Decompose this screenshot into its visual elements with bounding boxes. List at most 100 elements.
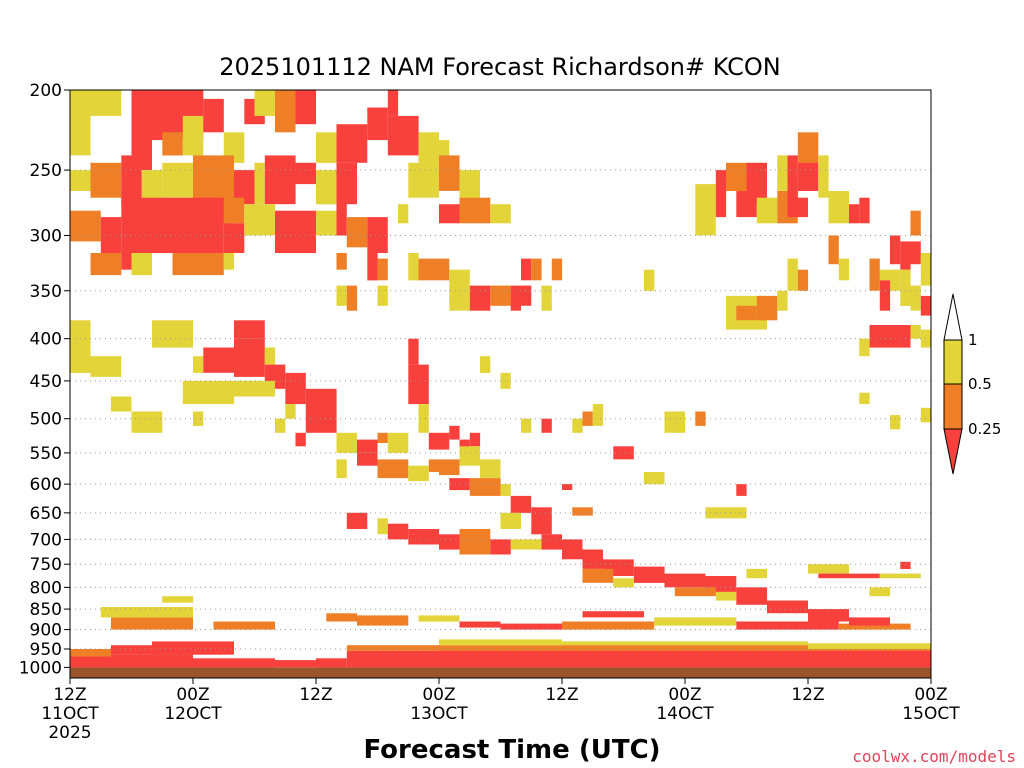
credit-link[interactable]: coolwx.com/models (852, 747, 1016, 766)
ri-cell (346, 217, 368, 248)
ri-cell (695, 184, 716, 236)
ri-cell (111, 396, 132, 412)
ri-cell (285, 404, 296, 419)
y-tick-label: 200 (30, 81, 62, 101)
ri-cell (357, 615, 409, 626)
ri-cell (900, 241, 911, 270)
ri-cell (562, 621, 655, 630)
ri-cell (367, 107, 388, 141)
ri-cell (398, 204, 409, 224)
ri-cell (316, 170, 337, 205)
colorbar-label: 1 (968, 331, 978, 349)
ri-cell (121, 155, 142, 205)
ri-cell (152, 641, 234, 655)
y-tick-label: 700 (30, 530, 62, 550)
ri-cell (439, 155, 460, 191)
ri-cell (869, 325, 911, 348)
ri-cell (70, 320, 91, 373)
ri-cell (254, 90, 275, 116)
y-tick-label: 1000 (19, 658, 62, 678)
ri-cell (879, 280, 891, 311)
x-tick-label: 12Z (53, 685, 86, 705)
ri-cell (387, 115, 419, 156)
ri-cell (90, 356, 122, 377)
ri-cell (367, 253, 378, 281)
ri-cell (336, 459, 347, 479)
ri-cell (275, 210, 316, 253)
ri-cell (818, 573, 880, 579)
ri-cell (223, 223, 245, 253)
ri-cell (336, 285, 347, 306)
ri-cell (510, 539, 542, 550)
x-tick-label: 13OCT (410, 704, 468, 724)
ri-cell (469, 432, 481, 447)
ri-cell (900, 269, 911, 306)
ri-cell (254, 162, 265, 205)
ri-cell (244, 204, 276, 236)
ri-cell (910, 210, 921, 236)
y-tick-label: 850 (30, 600, 62, 620)
ri-cell (162, 596, 194, 603)
ri-cell (111, 645, 152, 655)
ri-cell (408, 162, 440, 198)
ri-cell (828, 191, 849, 224)
ri-cell (428, 432, 450, 450)
y-tick-label: 750 (30, 555, 62, 575)
ri-cell (131, 411, 163, 433)
ri-cell (808, 649, 931, 668)
ground-band (70, 667, 931, 678)
ri-cell (336, 253, 347, 270)
x-tick-label: 12OCT (164, 704, 222, 724)
ri-cell (849, 617, 890, 626)
ri-cell (756, 197, 778, 224)
ri-cell (808, 564, 849, 574)
ri-cell (521, 285, 532, 306)
ri-cell (418, 404, 429, 433)
ri-cell (223, 132, 245, 163)
y-tick-label: 950 (30, 640, 62, 660)
ri-cell (162, 162, 194, 198)
x-tick-label: 12Z (299, 685, 332, 705)
ri-cell (90, 253, 122, 276)
ri-cell (572, 507, 593, 516)
ri-cell (767, 600, 808, 614)
ri-cell (633, 566, 665, 583)
x-tick-label: 12Z (545, 685, 578, 705)
ri-cell (654, 617, 737, 626)
ri-cell (111, 617, 193, 630)
colorbar-bottom-arrow (943, 428, 963, 475)
ri-cell (264, 347, 276, 365)
ri-cell (787, 155, 798, 205)
ri-cell (275, 418, 286, 433)
ri-cell (418, 258, 450, 281)
ri-cell (910, 325, 921, 339)
ri-cell (459, 170, 480, 205)
ri-cell (736, 305, 757, 321)
ri-cell (408, 253, 419, 281)
ri-cell (377, 285, 388, 306)
x-tick-label: 12Z (791, 685, 824, 705)
ri-cell (808, 643, 931, 649)
ri-cell (213, 621, 275, 630)
ri-cell (387, 432, 409, 453)
ri-cell (469, 285, 491, 311)
ri-cell (613, 578, 634, 588)
ri-cell (131, 90, 152, 156)
ri-cell (500, 512, 521, 529)
ri-cell (131, 253, 152, 276)
ri-cell (480, 459, 501, 479)
ri-cell (869, 587, 890, 597)
y-tick-label: 600 (30, 475, 62, 495)
ri-cell (275, 660, 316, 668)
ri-cell (736, 621, 839, 630)
ri-cell (193, 658, 275, 668)
ri-cell (316, 132, 337, 163)
plot-frame (69, 89, 932, 679)
ri-cell (121, 253, 132, 270)
ri-cell (387, 523, 409, 540)
y-tick-label: 300 (30, 226, 62, 246)
ri-cell (828, 235, 839, 265)
ri-cell (859, 392, 870, 405)
ri-cell (439, 534, 460, 550)
